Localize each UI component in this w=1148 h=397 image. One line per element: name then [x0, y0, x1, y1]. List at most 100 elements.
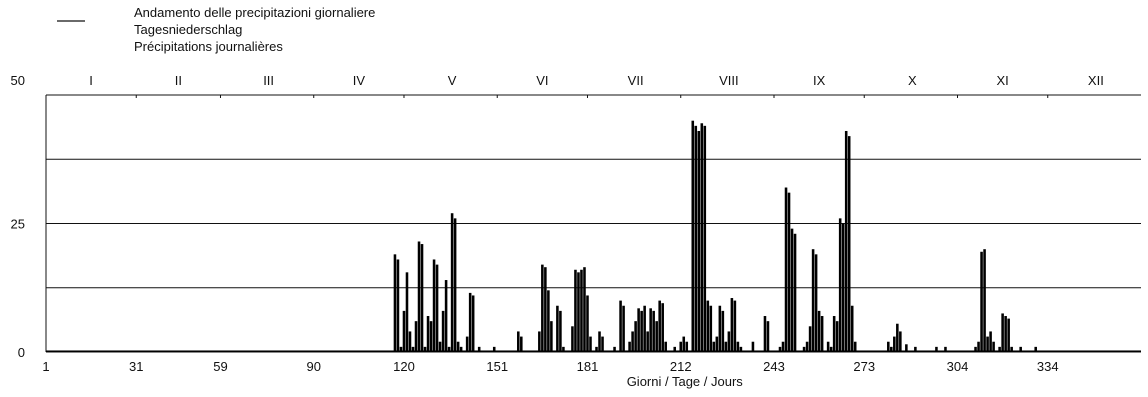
precipitation-bar	[736, 341, 740, 352]
precipitation-bar	[438, 341, 442, 352]
precipitation-bar	[544, 267, 547, 352]
precipitation-bar	[887, 341, 890, 352]
month-label: III	[263, 73, 274, 88]
precipitation-bar	[450, 213, 454, 352]
x-tick-label: 212	[670, 359, 692, 374]
precipitation-bar	[444, 280, 448, 352]
precipitation-bar	[399, 346, 403, 352]
precipitation-bar	[658, 300, 661, 352]
x-tick-label: 304	[947, 359, 969, 374]
precipitation-bar	[896, 323, 899, 352]
precipitation-bar	[935, 346, 938, 352]
precipitation-bar	[664, 341, 667, 352]
precipitation-bar	[709, 305, 713, 352]
precipitation-bar	[411, 346, 415, 352]
precipitation-bar	[408, 331, 412, 352]
legend-entry-french: Précipitations journalières	[134, 39, 283, 54]
precipitation-bar	[844, 130, 848, 352]
precipitation-bar	[459, 346, 463, 352]
precipitation-bar	[814, 254, 818, 352]
precipitation-bar	[640, 310, 643, 352]
precipitation-bar	[580, 269, 583, 352]
precipitation-bar	[655, 321, 658, 352]
precipitation-bar	[586, 295, 589, 352]
precipitation-bar	[733, 300, 737, 352]
precipitation-bar	[682, 336, 686, 352]
precipitation-bar	[417, 241, 421, 352]
precipitation-bar	[718, 305, 722, 352]
precipitation-bar	[465, 336, 469, 352]
precipitation-bar	[998, 346, 1001, 352]
x-tick-label: 59	[213, 359, 227, 374]
x-tick-label: 273	[853, 359, 875, 374]
precipitation-bar	[832, 316, 836, 352]
precipitation-bar	[393, 254, 397, 352]
precipitation-bar	[634, 321, 637, 352]
x-tick-label: 120	[393, 359, 415, 374]
x-axis-tick-labels: 1 31 59 90 120 151 181 212 243 273 304 334	[42, 359, 1058, 374]
precipitation-bar	[787, 192, 791, 352]
precipitation-bar	[520, 336, 523, 352]
precipitation-bar	[986, 336, 989, 352]
precipitation-bar	[619, 300, 622, 352]
precipitation-bar	[781, 341, 785, 352]
precipitation-bar	[905, 344, 908, 352]
precipitation-bar	[574, 269, 577, 352]
precipitation-bar	[850, 305, 854, 352]
precipitation-bar	[559, 310, 562, 352]
precipitation-bar	[468, 292, 472, 352]
precipitation-bar	[751, 341, 755, 352]
precipitation-bar	[396, 259, 400, 352]
precipitation-bar	[974, 346, 977, 352]
precipitation-bar	[1010, 346, 1013, 352]
precipitation-bar	[727, 331, 731, 352]
precipitation-bar	[835, 321, 839, 352]
precipitation-bar	[853, 341, 857, 352]
precipitation-bar	[730, 298, 734, 352]
precipitation-bar	[447, 346, 451, 352]
precipitation-bar	[423, 346, 427, 352]
y-tick-label: 50	[11, 73, 25, 88]
month-label: X	[908, 73, 917, 88]
precipitation-bar	[1007, 318, 1010, 352]
precipitation-bar	[613, 346, 616, 352]
precipitation-bar	[456, 341, 460, 352]
precipitation-bar	[793, 233, 797, 352]
precipitation-bar	[471, 295, 475, 352]
precipitation-bar	[697, 130, 701, 352]
precipitation-bar	[826, 341, 830, 352]
precipitation-bar	[477, 346, 481, 352]
precipitation-bar	[577, 272, 580, 352]
x-tick-label: 90	[306, 359, 320, 374]
x-tick-label: 181	[577, 359, 599, 374]
precipitation-bar	[890, 346, 893, 352]
precipitation-bar	[517, 331, 520, 352]
precipitation-bar	[989, 331, 992, 352]
precipitation-bar	[541, 264, 544, 352]
month-label: VIII	[719, 73, 739, 88]
precipitation-bar	[643, 305, 646, 352]
x-tick-label: 243	[763, 359, 785, 374]
precipitation-bar	[706, 300, 710, 352]
y-tick-label: 25	[11, 217, 25, 232]
x-tick-label: 1	[42, 359, 49, 374]
precipitation-bar	[980, 251, 983, 352]
precipitation-bar	[426, 316, 430, 352]
x-tick-label: 31	[129, 359, 143, 374]
precipitation-bar	[598, 331, 601, 352]
precipitation-bar	[703, 125, 707, 352]
precipitation-bar	[628, 341, 631, 352]
precipitation-bar	[811, 249, 815, 352]
precipitation-bar	[712, 341, 716, 352]
precipitation-bar	[661, 303, 664, 352]
precipitation-bar	[556, 305, 559, 352]
precipitation-bar	[721, 310, 725, 352]
precipitation-bar	[992, 341, 995, 352]
precipitation-bar	[652, 310, 655, 352]
x-tick-label: 334	[1037, 359, 1059, 374]
precipitation-bar	[685, 341, 689, 352]
precipitation-bar	[538, 331, 541, 352]
precipitation-bar	[1004, 316, 1007, 352]
precipitation-bar	[944, 346, 947, 352]
precipitation-bar	[694, 125, 698, 352]
